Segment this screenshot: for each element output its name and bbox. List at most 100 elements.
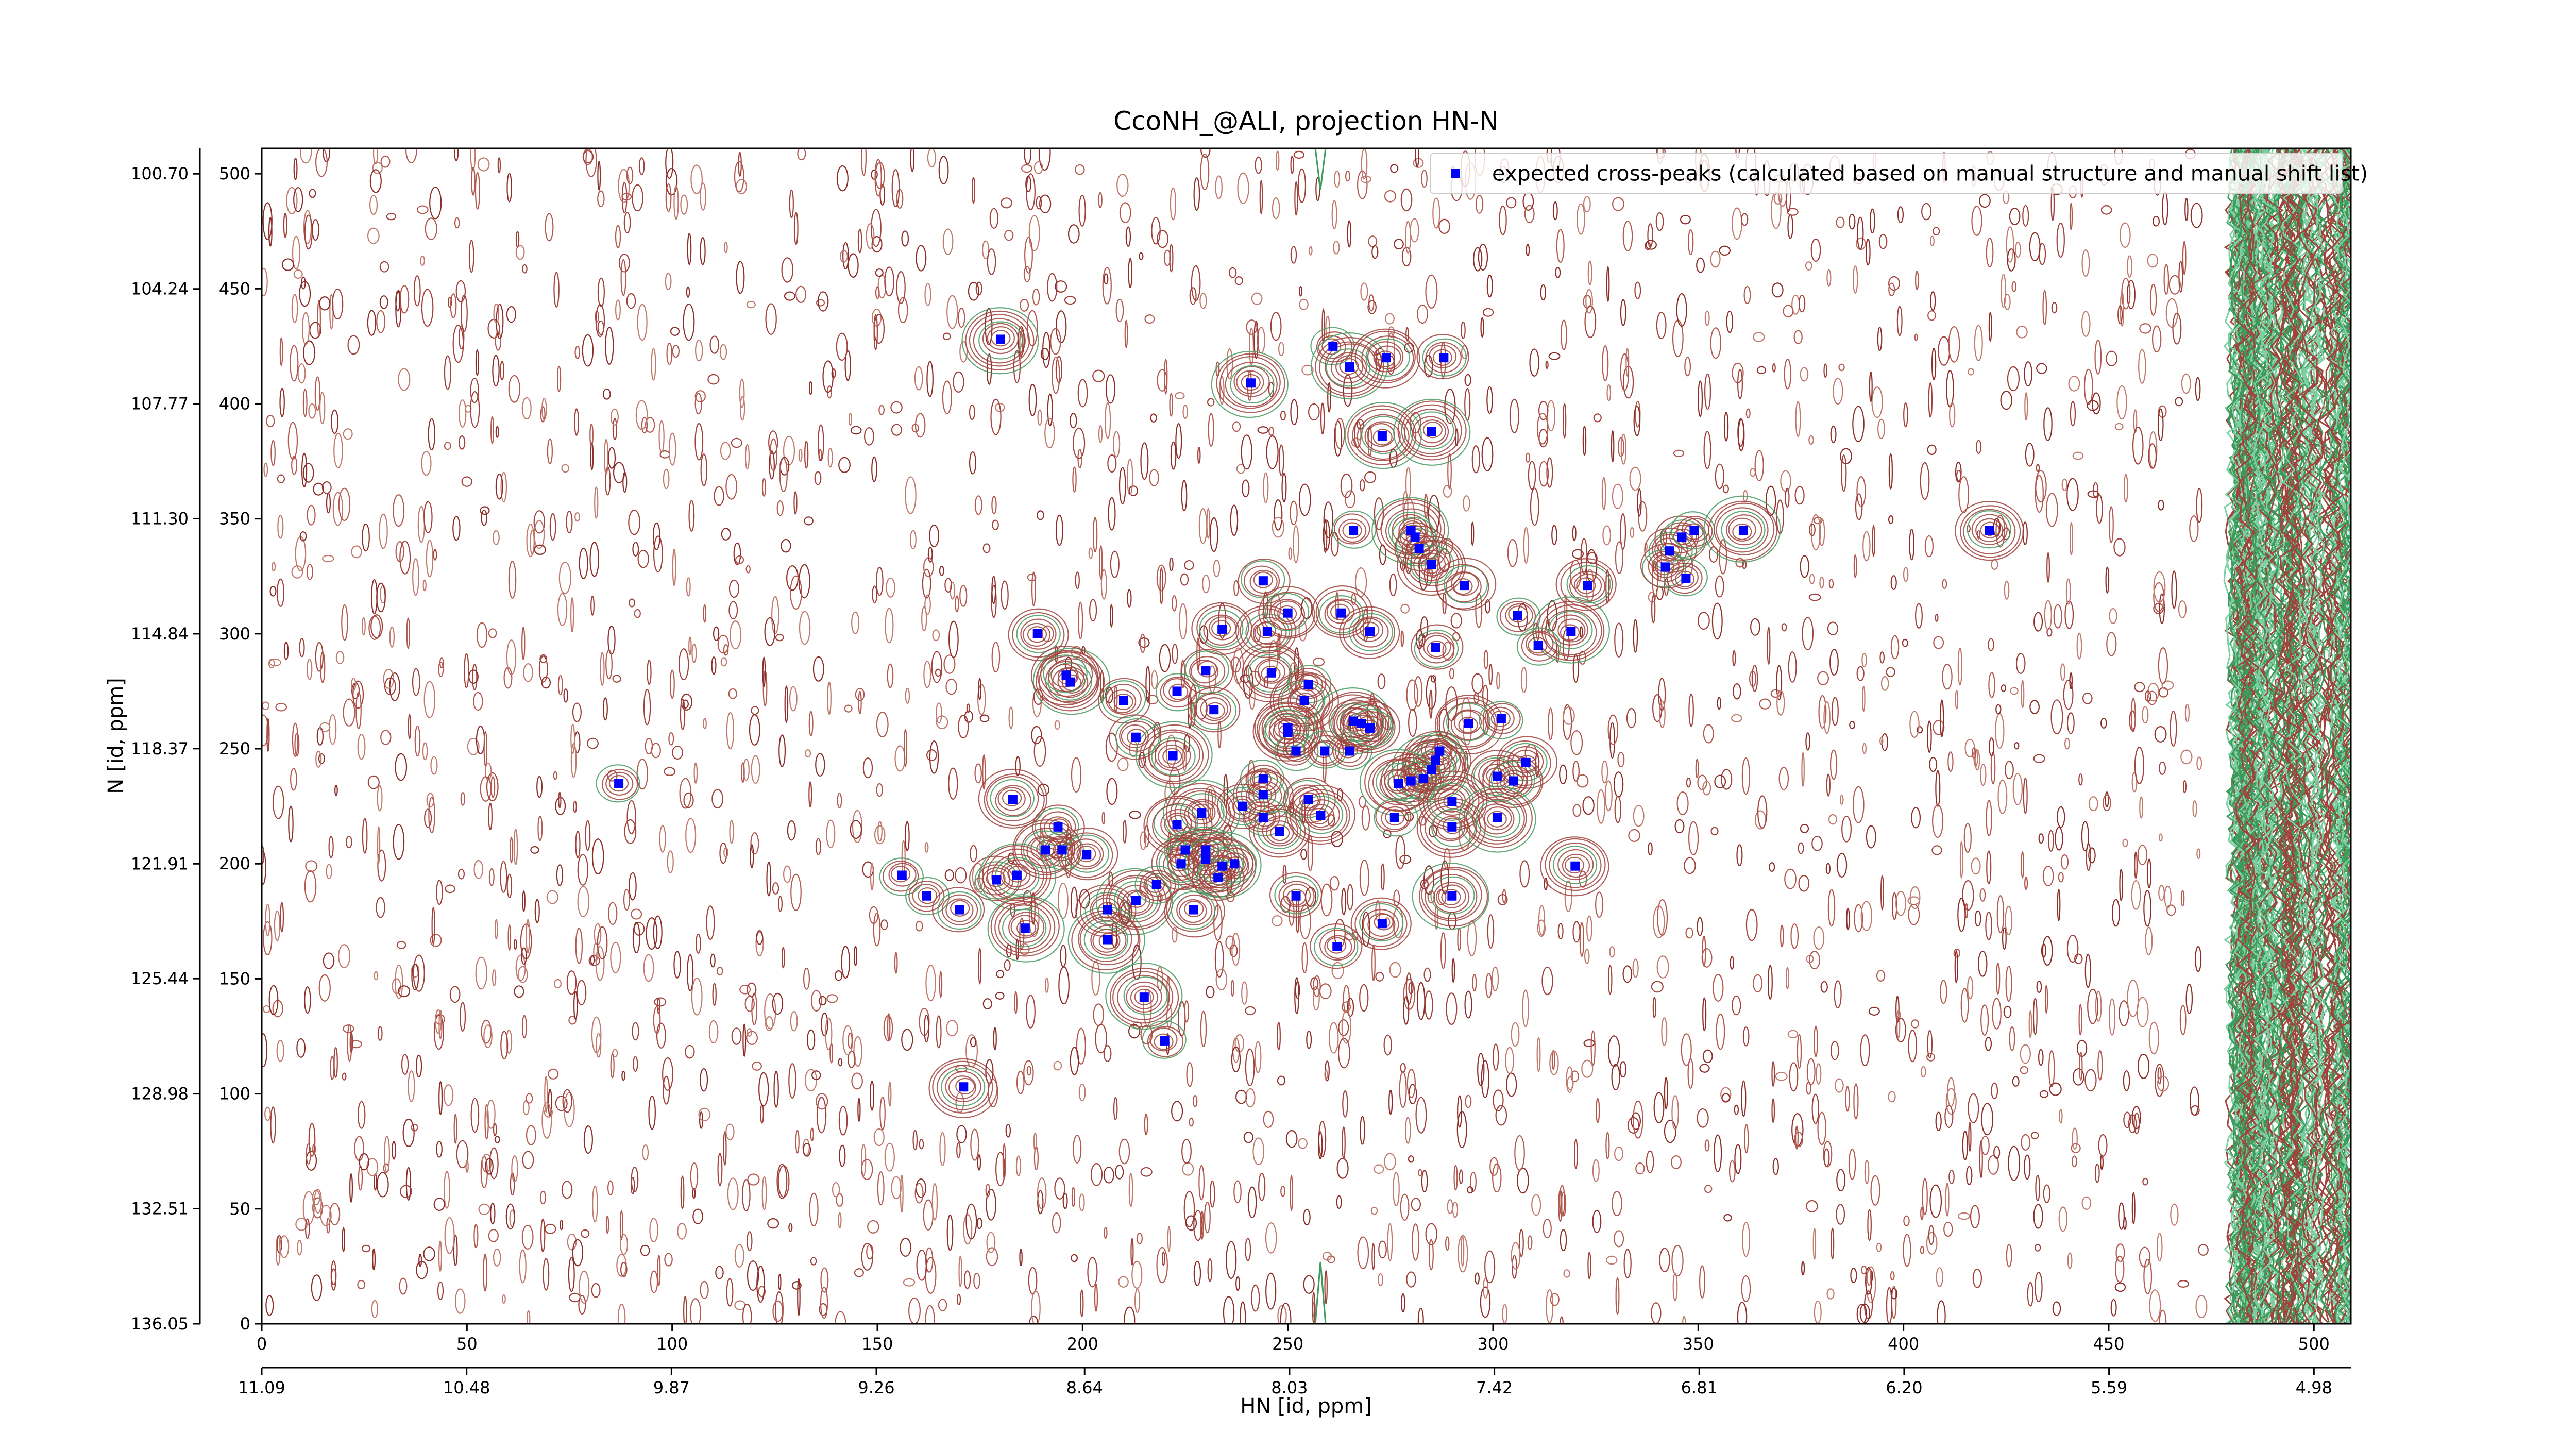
noise-contour: [720, 442, 731, 460]
noise-contour: [2157, 408, 2164, 441]
peak-contour: [1250, 617, 1287, 648]
noise-contour: [905, 476, 917, 514]
noise-contour: [1936, 1267, 1943, 1287]
noise-contour: [1480, 1286, 1491, 1318]
noise-contour: [1235, 1089, 1247, 1104]
peak-contour: [1443, 565, 1488, 604]
noise-contour: [1702, 1049, 1713, 1063]
noise-contour: [1647, 223, 1653, 248]
peak-contour: [1453, 578, 1473, 595]
noise-contour: [1711, 602, 1723, 640]
noise-contour: [1865, 1267, 1872, 1295]
noise-contour: [891, 424, 902, 436]
noise-contour: [1406, 1271, 1416, 1288]
peak-contour: [1158, 744, 1186, 769]
noise-contour: [1945, 1183, 1950, 1217]
peak-contour: [1349, 709, 1394, 747]
noise-contour: [450, 293, 457, 318]
peak-contour: [1289, 789, 1350, 842]
noise-contour: [1572, 921, 1581, 943]
noise-contour: [318, 974, 331, 1002]
noise-contour: [2123, 1111, 2131, 1128]
noise-contour: [620, 259, 626, 296]
noise-contour: [651, 743, 661, 759]
noise-contour: [575, 830, 581, 858]
noise-contour: [1038, 148, 1051, 171]
noise-contour: [1078, 1084, 1086, 1102]
noise-contour: [1655, 212, 1664, 231]
noise-contour: [1124, 319, 1128, 348]
noise-contour: [776, 500, 784, 516]
peak-contour: [1413, 550, 1450, 581]
peak-contour: [1278, 881, 1315, 912]
noise-contour: [297, 1239, 302, 1256]
noise-contour: [558, 791, 562, 808]
cross-peak: [959, 1082, 969, 1092]
peak-contour: [1171, 891, 1215, 930]
noise-contour: [912, 1130, 918, 1151]
noise-contour: [1752, 332, 1765, 342]
noise-contour: [2038, 833, 2044, 844]
noise-contour: [901, 1029, 913, 1051]
peak-contour: [1421, 868, 1482, 921]
cross-peak: [1291, 891, 1301, 901]
noise-contour: [1756, 366, 1767, 374]
noise-contour: [1793, 330, 1803, 344]
peak-contour: [1048, 661, 1084, 693]
noise-contour: [1138, 752, 1146, 768]
noise-contour: [1207, 398, 1215, 407]
noise-contour: [1680, 214, 1691, 225]
noise-contour: [1653, 905, 1665, 939]
cross-peak: [1189, 905, 1198, 915]
noise-contour: [1540, 284, 1547, 301]
noise-contour: [1664, 1119, 1676, 1143]
noise-contour: [478, 1203, 490, 1215]
cross-peak: [922, 891, 931, 901]
peak-contour: [1354, 901, 1408, 947]
noise-contour: [939, 565, 944, 576]
peak-contour: [1980, 521, 2000, 538]
noise-contour: [683, 1296, 687, 1324]
noise-contour: [2039, 1090, 2049, 1098]
edge-contour: [2253, 148, 2276, 1324]
noise-contour: [1414, 676, 1423, 707]
peak-contour: [1354, 330, 1416, 383]
noise-contour: [1722, 484, 1729, 494]
peak-contour: [994, 901, 1056, 954]
peak-contour: [948, 1075, 977, 1100]
peak-contour: [890, 866, 911, 883]
peak-contour: [1726, 514, 1762, 546]
noise-contour: [1054, 720, 1060, 730]
noise-contour: [1627, 1117, 1640, 1134]
noise-contour: [566, 510, 573, 534]
noise-contour: [2139, 323, 2151, 334]
noise-contour: [1268, 427, 1275, 436]
noise-contour: [861, 1242, 874, 1271]
noise-contour: [1880, 874, 1884, 911]
noise-contour: [1943, 1221, 1953, 1237]
noise-contour: [1960, 988, 1969, 1023]
noise-contour: [700, 182, 706, 211]
noise-contour: [1400, 1193, 1410, 1221]
noise-contour: [1331, 200, 1337, 230]
noise-contour: [765, 303, 777, 335]
noise-contour: [1921, 203, 1932, 221]
peak-contour: [1147, 731, 1201, 777]
noise-contour: [461, 476, 472, 487]
peak-contour: [888, 863, 917, 887]
peak-contour: [1257, 702, 1318, 756]
noise-contour: [1364, 471, 1377, 483]
noise-contour: [413, 954, 425, 992]
peak-contour: [945, 898, 974, 922]
peak-contour: [1438, 884, 1466, 908]
cross-peak: [1583, 581, 1592, 591]
noise-contour: [2002, 927, 2007, 950]
noise-contour: [990, 398, 1002, 435]
noise-contour: [481, 510, 487, 526]
noise-contour: [590, 955, 595, 965]
noise-contour: [561, 1181, 573, 1199]
peak-contour: [987, 848, 1048, 901]
noise-contour: [1661, 1017, 1668, 1046]
noise-contour: [314, 376, 321, 411]
noise-contour: [2081, 821, 2089, 852]
